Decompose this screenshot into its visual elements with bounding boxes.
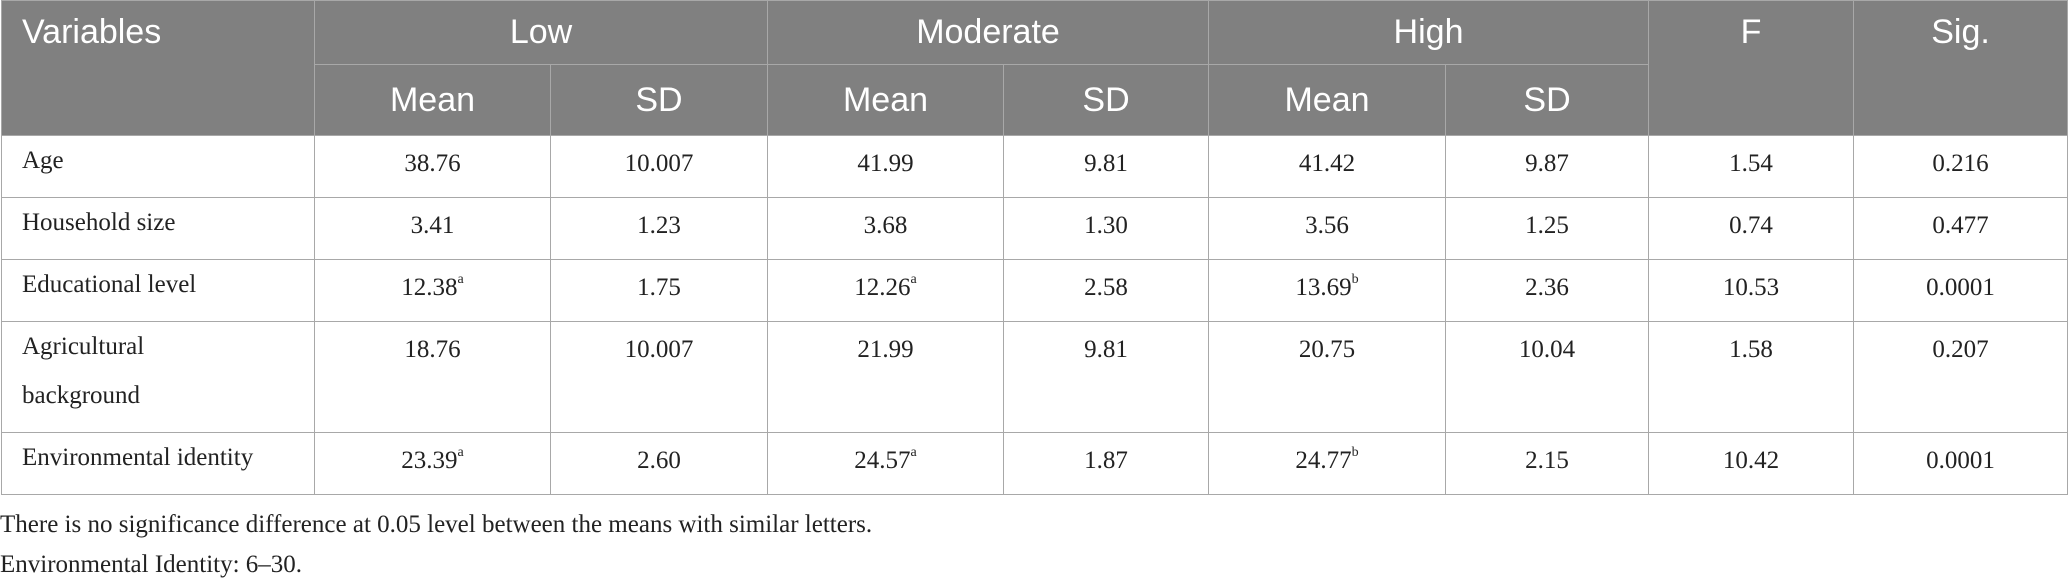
table-cell: 9.81: [1002, 135, 1210, 198]
table-cell: 3.56: [1208, 197, 1447, 260]
header-cell: Mean: [767, 64, 1004, 136]
table-cell: 1.75: [550, 259, 768, 322]
table-cell: 23.39a: [314, 432, 551, 495]
table-cell: 3.41: [314, 197, 551, 260]
table-cell: 1.58: [1648, 321, 1855, 433]
notes: There is no significance difference at 0…: [0, 505, 2068, 585]
table-cell: 0.74: [1648, 197, 1855, 260]
superscript: b: [1351, 272, 1359, 287]
cell-value: 24.77: [1295, 447, 1352, 474]
table-cell: 13.69b: [1208, 259, 1447, 322]
cell-value: 24.57: [854, 447, 911, 474]
table-cell: 20.75: [1208, 321, 1447, 433]
header-cell: Mean: [314, 64, 551, 136]
superscript: b: [1351, 445, 1359, 460]
data-table: Variables Low Moderate High F Sig. Mean S…: [1, 0, 2068, 495]
superscript: a: [910, 445, 917, 460]
cell-value: 23.39: [401, 447, 458, 474]
table-cell: 10.04: [1445, 321, 1650, 433]
row-label: Environmental identity: [1, 432, 315, 495]
table-cell: 18.76: [314, 321, 551, 433]
table-cell: 1.23: [550, 197, 768, 260]
row-label: Educational level: [1, 259, 315, 322]
header-row: Mean SD Mean SD Mean SD: [2, 64, 2068, 136]
header-cell: SD: [550, 64, 768, 136]
table-cell: 1.54: [1648, 135, 1855, 198]
table-cell: 0.0001: [1853, 259, 2068, 322]
header-cell: SD: [1445, 64, 1650, 136]
table-cell: 1.25: [1445, 197, 1650, 260]
header-cell: F: [1648, 0, 1855, 136]
table-cell: 9.87: [1445, 135, 1650, 198]
note: Environmental Identity: 6–30.: [0, 551, 303, 578]
table-row: Age 38.76 10.007 41.99 9.81 41.42 9.87 1.54 0.21…: [1, 135, 2068, 198]
row-label: Household size: [1, 197, 315, 260]
table-cell: 24.57a: [767, 432, 1004, 495]
superscript: a: [457, 445, 464, 460]
header-cell: Sig.: [1853, 0, 2068, 136]
superscript: a: [457, 272, 464, 287]
table-cell: 2.58: [1002, 259, 1210, 322]
table-cell: 1.30: [1002, 197, 1210, 260]
header-row: Variables Low Moderate High F Sig.: [1, 0, 2068, 136]
table-cell: 2.60: [550, 432, 768, 495]
row-label: Agricultural background: [1, 321, 315, 433]
table-cell: 12.26a: [767, 259, 1004, 322]
table-cell: 10.42: [1648, 432, 1855, 495]
table-cell: 2.36: [1445, 259, 1650, 322]
header-cell: Low: [314, 0, 768, 65]
table-cell: 10.007: [550, 321, 768, 433]
table-cell: 3.68: [767, 197, 1004, 260]
table-cell: 0.477: [1853, 197, 2068, 260]
note: There is no significance difference at 0…: [0, 511, 873, 538]
table-body: Age 38.76 10.007 41.99 9.81 41.42 9.87 1.54 0.21…: [1, 135, 2068, 495]
table-cell: 10.53: [1648, 259, 1855, 322]
table-row: Environmental identity 23.39a 2.60 24.57a 1.…: [1, 432, 2068, 495]
cell-value: 12.38: [401, 274, 458, 301]
table-cell: 41.99: [767, 135, 1004, 198]
table-row: Agricultural background 18.76 10.007 21.99 9…: [1, 321, 2068, 433]
header-cell: Moderate: [766, 0, 1210, 65]
header-cell: Variables: [1, 0, 315, 136]
table-cell: 38.76: [314, 135, 551, 198]
table-cell: 2.15: [1445, 432, 1650, 495]
table-cell: 0.0001: [1853, 432, 2068, 495]
header-cell: SD: [1002, 64, 1210, 136]
table-cell: 21.99: [767, 321, 1004, 433]
table-cell: 41.42: [1208, 135, 1447, 198]
header-cell: High: [1208, 0, 1650, 65]
cell-value: 13.69: [1295, 274, 1352, 301]
cell-value: 12.26: [854, 274, 911, 301]
table-row: Educational level 12.38a 1.75 12.26a 2.58 13.…: [1, 259, 2068, 322]
superscript: a: [910, 272, 917, 287]
table-cell: 12.38a: [314, 259, 551, 322]
table-cell: 0.207: [1853, 321, 2068, 433]
table-cell: 0.216: [1853, 135, 2068, 198]
table-cell: 1.87: [1002, 432, 1210, 495]
header-cell: Mean: [1208, 64, 1447, 136]
table-cell: 10.007: [550, 135, 768, 198]
table-cell: 24.77b: [1208, 432, 1447, 495]
table-cell: 9.81: [1002, 321, 1210, 433]
row-label: Age: [1, 135, 315, 198]
table-row: Household size 3.41 1.23 3.68 1.30 3.56 1.25 0.…: [1, 197, 2068, 260]
